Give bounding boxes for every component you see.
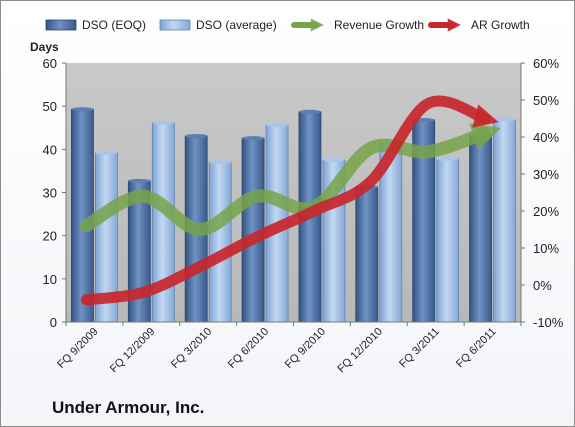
x-tick-label: FQ 9/2010	[283, 326, 328, 371]
bars-group	[71, 107, 516, 323]
y2-tick-label: 40%	[533, 130, 559, 145]
bar-dso-average	[493, 119, 516, 323]
x-tick-label: FQ 12/2009	[108, 326, 158, 376]
y2-tick-label: 30%	[533, 167, 559, 182]
bar-cap-dso-eoq	[242, 136, 265, 141]
lines-group	[79, 95, 501, 306]
x-tick-label: FQ 12/2010	[335, 326, 385, 376]
legend: DSO (EOQ) DSO (average) Revenue Growth AR G…	[45, 18, 530, 32]
legend-swatch-dso-eoq	[45, 19, 77, 31]
y-tick-label: 10	[43, 272, 57, 287]
bar-dso-eoq	[71, 108, 94, 323]
bar-cap-dso-average	[95, 150, 118, 155]
line-revenue-growth	[79, 123, 501, 236]
bar-cap-dso-average	[322, 157, 345, 162]
bar-dso-average	[436, 158, 460, 323]
y-tick-label: 0	[50, 315, 57, 330]
y-tick-label: 30	[43, 186, 57, 201]
bar-cap-dso-average	[266, 123, 289, 128]
bar-cap-dso-eoq	[185, 133, 208, 138]
y-tick-label: 50	[43, 99, 57, 114]
y2-tick-label: -10%	[533, 315, 564, 330]
bar-dso-average	[208, 161, 232, 323]
bar-dso-eoq	[355, 186, 379, 323]
bar-cap-dso-eoq	[71, 107, 94, 112]
y2-tick-label: 50%	[533, 93, 559, 108]
y-tick-label: 20	[43, 229, 57, 244]
bar-cap-dso-eoq	[128, 178, 151, 183]
y2-tick-label: 60%	[533, 56, 559, 71]
legend-label-revenue-growth: Revenue Growth	[334, 18, 424, 32]
x-tick-label: FQ 6/2011	[454, 326, 499, 371]
bar-cap-dso-average	[493, 117, 516, 122]
legend-label-dso-eoq: DSO (EOQ)	[82, 18, 146, 32]
bar-cap-dso-average	[209, 160, 232, 165]
x-tick-label: FQ 3/2010	[169, 326, 214, 371]
bar-cap-dso-average	[436, 156, 459, 161]
y2-tick-label: 20%	[533, 204, 559, 219]
bar-cap-dso-average	[152, 120, 175, 125]
bar-dso-eoq	[469, 135, 492, 323]
chart-title: Under Armour, Inc.	[52, 398, 205, 417]
legend-label-dso-average: DSO (average)	[196, 18, 277, 32]
y2-tick-label: 10%	[533, 241, 559, 256]
bar-cap-dso-eoq	[298, 109, 321, 114]
legend-label-ar-growth: AR Growth	[471, 18, 530, 32]
line-ar-growth	[80, 95, 499, 306]
x-tick-label: FQ 9/2009	[55, 326, 100, 371]
y2-tick-label: 0%	[533, 278, 552, 293]
x-tick-label: FQ 3/2011	[397, 326, 442, 371]
legend-swatch-dso-average	[159, 19, 191, 31]
y-tick-label: 40	[43, 142, 57, 157]
y-tick-label: 60	[43, 56, 57, 71]
x-tick-label: FQ 6/2010	[226, 326, 271, 371]
y-axis-title: Days	[30, 40, 59, 54]
